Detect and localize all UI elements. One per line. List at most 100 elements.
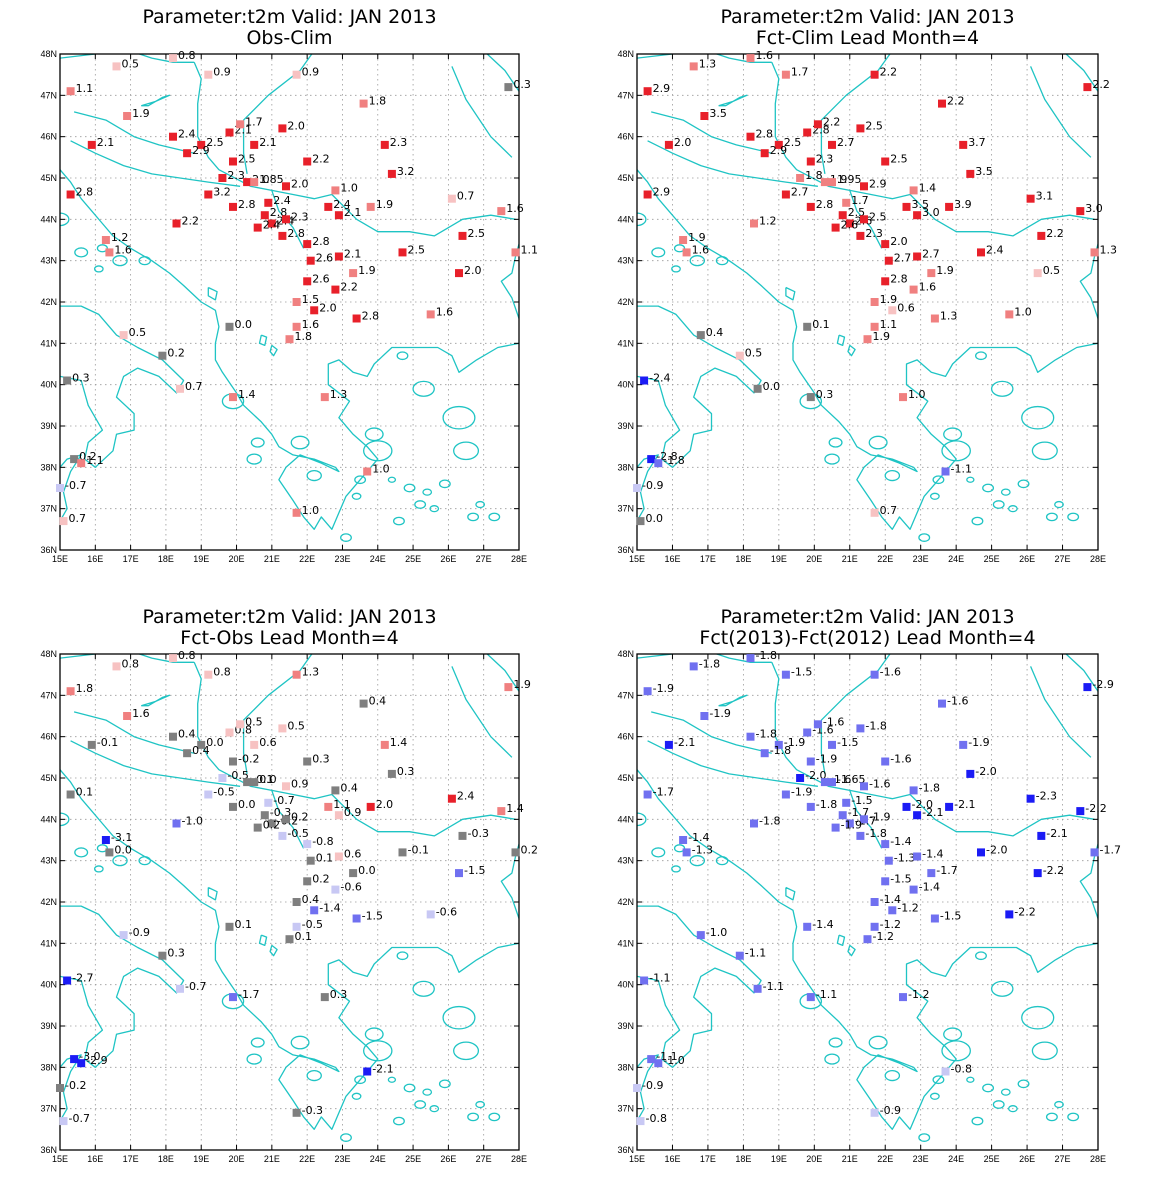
y-tick-label: 41N (617, 338, 634, 348)
station-marker (746, 132, 755, 141)
station-marker (884, 856, 893, 865)
station-marker (909, 885, 918, 894)
station-value-label: -1.2 (897, 901, 918, 914)
station-marker (884, 256, 893, 265)
station-value-label: 2.5 (206, 136, 224, 149)
station-marker (820, 178, 829, 187)
station-marker (278, 724, 287, 733)
station-marker (774, 740, 783, 749)
station-marker (197, 740, 206, 749)
station-value-label: 2.8 (287, 227, 305, 240)
station-value-label: -1.6 (890, 753, 911, 766)
station-value-label: 1.1 (880, 318, 898, 331)
station-marker (913, 852, 922, 861)
station-value-label: 1.6 (756, 49, 774, 62)
station-marker (806, 157, 815, 166)
station-marker (682, 248, 691, 257)
station-value-label: 1.3 (330, 388, 348, 401)
station-marker (204, 790, 213, 799)
y-tick-label: 36N (40, 545, 57, 555)
station-value-label: -2.1 (922, 806, 943, 819)
x-tick-label: 15E (629, 1154, 645, 1164)
station-value-label: 1.4 (506, 802, 524, 815)
station-marker (398, 848, 407, 857)
station-value-label: 1.6 (436, 305, 454, 318)
station-value-label: 0.3 (397, 765, 415, 778)
station-marker (66, 687, 75, 696)
station-value-label: 1.9 (132, 107, 150, 120)
station-marker (349, 269, 358, 278)
station-value-label: 2.6 (316, 252, 334, 265)
x-tick-label: 24E (948, 1154, 964, 1164)
y-tick-label: 37N (617, 1104, 634, 1114)
station-marker (856, 831, 865, 840)
y-tick-label: 43N (617, 256, 634, 266)
station-marker (696, 931, 705, 940)
station-value-label: 1.9 (688, 231, 706, 244)
station-marker (781, 70, 790, 79)
station-marker (387, 769, 396, 778)
x-tick-label: 26E (440, 1154, 456, 1164)
station-marker (1026, 194, 1035, 203)
station-value-label: 2.5 (408, 243, 426, 256)
station-marker (977, 848, 985, 857)
station-value-label: 2.0 (464, 264, 482, 277)
station-marker (870, 922, 879, 931)
station-value-label: 2.2 (182, 215, 200, 228)
x-tick-label: 20E (806, 1154, 822, 1164)
station-marker (664, 740, 673, 749)
station-value-label: -1.2 (908, 988, 929, 1001)
station-marker (870, 670, 879, 679)
station-value-label: 0.0 (114, 843, 131, 856)
y-tick-label: 44N (617, 814, 634, 824)
x-tick-label: 24E (370, 554, 386, 564)
x-tick-label: 19E (771, 554, 787, 564)
station-marker (306, 256, 315, 265)
station-value-label: 2.2 (823, 115, 841, 128)
coastlines (60, 654, 519, 1142)
station-marker (909, 786, 918, 795)
station-marker (229, 757, 237, 766)
panel-title: Parameter:t2m Valid: JAN 2013 (142, 6, 436, 28)
station-marker (1033, 869, 1042, 878)
station-marker (236, 120, 245, 129)
station-value-label: -1.8 (699, 657, 720, 670)
station-marker (781, 190, 790, 199)
station-marker (176, 384, 184, 393)
station-marker (169, 654, 177, 663)
station-marker (913, 811, 922, 820)
station-marker (945, 802, 954, 811)
y-tick-label: 48N (40, 649, 57, 659)
y-tick-label: 46N (617, 132, 634, 142)
station-marker (696, 331, 705, 340)
y-tick-label: 40N (617, 380, 634, 390)
station-marker (1033, 269, 1042, 278)
station-marker (112, 62, 121, 71)
x-tick-label: 17E (700, 554, 716, 564)
station-value-label: 1.0 (340, 181, 358, 194)
station-marker (458, 831, 467, 840)
station-marker (447, 194, 456, 203)
station-value-label: 0.3 (816, 388, 834, 401)
station-marker (447, 794, 456, 803)
station-value-label: 3.2 (213, 186, 231, 199)
station-value-label: -1.8 (663, 454, 684, 467)
station-value-label: -1.5 (890, 872, 911, 885)
station-marker (806, 202, 815, 211)
station-marker (66, 190, 75, 199)
station-marker (781, 670, 790, 679)
station-value-label: 2.2 (340, 281, 358, 294)
station-value-label: 1.1 (76, 82, 94, 95)
station-marker (838, 811, 847, 820)
y-tick-label: 38N (617, 1062, 634, 1072)
station-marker (1090, 248, 1099, 257)
station-marker (511, 848, 520, 857)
station-value-label: 2.0 (291, 177, 309, 190)
station-value-label: 2.0 (287, 119, 305, 132)
station-value-label: 0.4 (192, 744, 210, 757)
station-markers: 2.91.31.61.7 2.22.23.52.82.0 2.52.82.22.72… (633, 49, 1117, 526)
station-marker (774, 140, 783, 149)
station-marker (331, 885, 340, 894)
station-marker (70, 1055, 79, 1064)
station-value-label: -0.3 (468, 827, 489, 840)
